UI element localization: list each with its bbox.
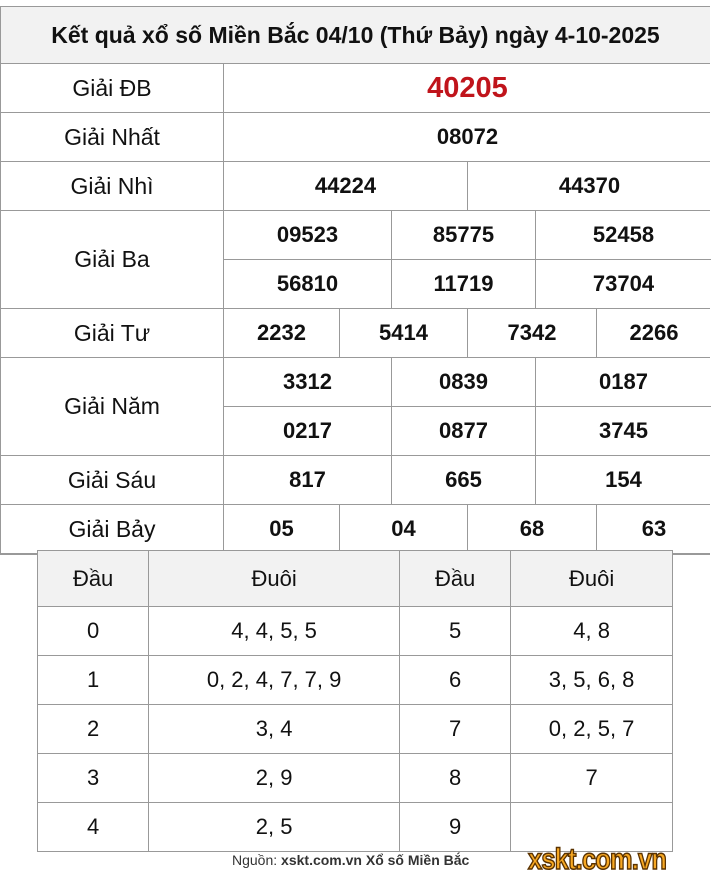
prize-number: 0877 (392, 407, 536, 455)
prize-row: Giải Tư 2232 5414 7342 2266 (1, 309, 710, 358)
loto-row: 0 4, 4, 5, 5 5 4, 8 (36, 606, 673, 656)
prize-number: 73704 (536, 260, 711, 308)
prize-number: 52458 (536, 211, 711, 259)
prize-row: Giải ĐB 40205 (1, 64, 710, 113)
loto-head: 4 (36, 802, 150, 852)
loto-tail: 4, 4, 5, 5 (148, 606, 400, 656)
loto-row: 1 0, 2, 4, 7, 7, 9 6 3, 5, 6, 8 (36, 655, 673, 705)
prize-row: Giải Nhì 44224 44370 (1, 162, 710, 211)
results-table: Kết quả xổ số Miền Bắc 04/10 (Thứ Bảy) n… (0, 6, 711, 555)
loto-head: 3 (36, 753, 150, 803)
loto-header: Đuôi (510, 550, 673, 607)
prize-label: Giải Sáu (1, 456, 224, 504)
prize-number: 817 (224, 456, 392, 504)
prize-row: Giải Bảy 05 04 68 63 (1, 505, 710, 554)
loto-header: Đầu (398, 550, 512, 607)
loto-tail: 0, 2, 5, 7 (510, 704, 673, 754)
prize-number: 0217 (224, 407, 392, 455)
prize-number: 2266 (597, 309, 711, 357)
prize-number: 0839 (392, 358, 536, 406)
xskt-logo: xskt.com.vn (527, 842, 667, 877)
prize-label: Giải Năm (1, 358, 224, 455)
prize-number: 44370 (468, 162, 711, 210)
loto-head: 8 (398, 753, 512, 803)
loto-row: 2 3, 4 7 0, 2, 5, 7 (36, 704, 673, 754)
prize-number: 63 (597, 505, 711, 553)
loto-tail: 3, 5, 6, 8 (510, 655, 673, 705)
prize-row: Giải Nhất 08072 (1, 113, 710, 162)
prize-label: Giải Bảy (1, 505, 224, 553)
prize-number: 0187 (536, 358, 711, 406)
prize-number: 665 (392, 456, 536, 504)
prize-number: 3745 (536, 407, 711, 455)
source-footer: Nguồn: xskt.com.vn Xổ số Miền Bắc (232, 852, 470, 868)
prize-row: Giải Năm 3312 0839 0187 0217 0877 3745 (1, 358, 711, 456)
prize-number: 7342 (468, 309, 597, 357)
prize-label: Giải ĐB (1, 64, 224, 112)
loto-tail: 0, 2, 4, 7, 7, 9 (148, 655, 400, 705)
prize-label: Giải Nhì (1, 162, 224, 210)
prize-number: 11719 (392, 260, 536, 308)
loto-head: 5 (398, 606, 512, 656)
special-prize-number: 40205 (224, 64, 711, 112)
prize-number: 68 (468, 505, 597, 553)
prize-number: 154 (536, 456, 711, 504)
prize-number: 2232 (224, 309, 340, 357)
prize-number: 05 (224, 505, 340, 553)
loto-head: 1 (36, 655, 150, 705)
loto-head: 2 (36, 704, 150, 754)
loto-table: Đầu Đuôi Đầu Đuôi 0 4, 4, 5, 5 5 4, 8 1 0, 2, 4, … (36, 550, 673, 852)
loto-tail (510, 802, 673, 852)
prize-row: Giải Sáu 817 665 154 (1, 456, 710, 505)
source-link[interactable]: xskt.com.vn Xổ số Miền Bắc (281, 852, 470, 868)
prize-number: 56810 (224, 260, 392, 308)
prize-number: 3312 (224, 358, 392, 406)
loto-tail: 4, 8 (510, 606, 673, 656)
prize-row: Giải Ba 09523 85775 52458 56810 11719 73704 (1, 211, 711, 309)
loto-tail: 3, 4 (148, 704, 400, 754)
results-title: Kết quả xổ số Miền Bắc 04/10 (Thứ Bảy) n… (1, 7, 710, 64)
prize-number: 85775 (392, 211, 536, 259)
prize-number: 5414 (340, 309, 468, 357)
prize-number: 08072 (224, 113, 711, 161)
loto-tail: 2, 9 (148, 753, 400, 803)
loto-header: Đầu (36, 550, 150, 607)
prize-number: 44224 (224, 162, 468, 210)
loto-tail: 2, 5 (148, 802, 400, 852)
loto-head: 0 (36, 606, 150, 656)
prize-number: 09523 (224, 211, 392, 259)
loto-head: 9 (398, 802, 512, 852)
prize-label: Giải Nhất (1, 113, 224, 161)
prize-label: Giải Tư (1, 309, 224, 357)
loto-tail: 7 (510, 753, 673, 803)
loto-head: 7 (398, 704, 512, 754)
prize-number: 04 (340, 505, 468, 553)
prize-label: Giải Ba (1, 211, 224, 308)
loto-header: Đuôi (148, 550, 400, 607)
loto-head: 6 (398, 655, 512, 705)
